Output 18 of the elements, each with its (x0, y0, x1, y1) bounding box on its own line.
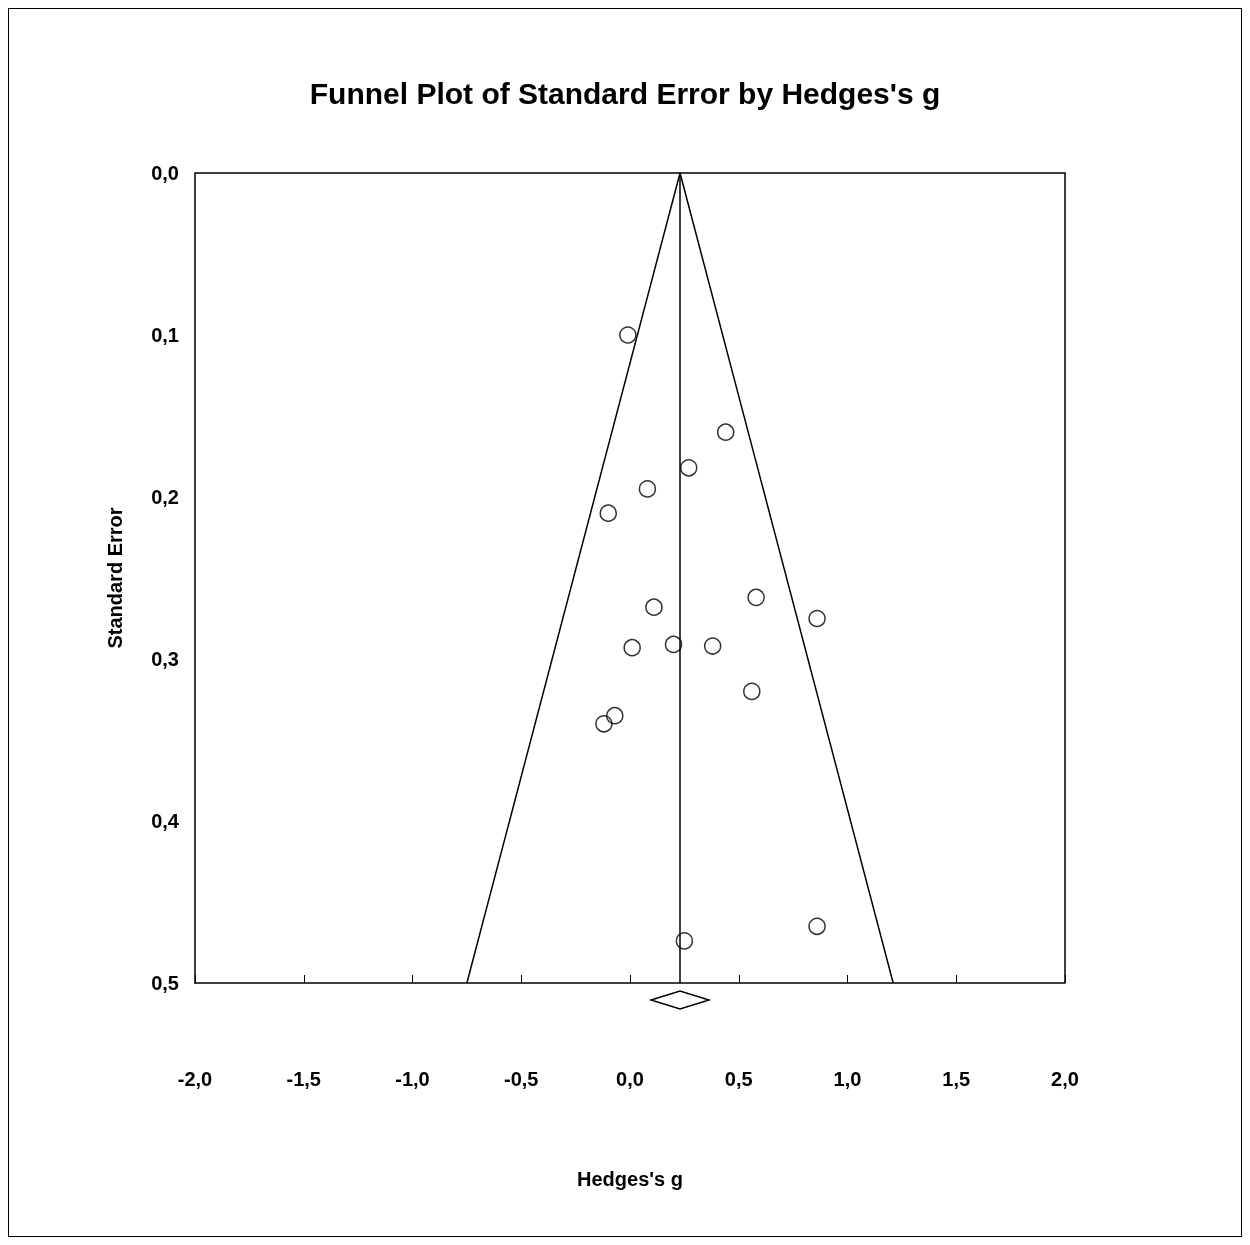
x-tick-label: 1,5 (942, 1068, 971, 1090)
x-tick-label: 1,0 (833, 1068, 862, 1090)
x-tick-label: 0,5 (724, 1068, 753, 1090)
x-tick-label: 2,0 (1051, 1068, 1079, 1090)
chart-title: Funnel Plot of Standard Error by Hedges's g (309, 76, 941, 110)
y-tick-label: 0,2 (151, 486, 179, 508)
y-tick-label: 0,4 (151, 810, 180, 832)
x-tick-label: 0,0 (616, 1068, 644, 1090)
y-tick-label: 0,5 (151, 972, 179, 994)
x-tick-label: -1,0 (395, 1068, 430, 1090)
x-tick-label: -0,5 (504, 1068, 539, 1090)
x-tick-label: -1,5 (286, 1068, 321, 1090)
y-tick-label: 0,3 (151, 648, 179, 670)
y-axis-title: Standard Error (104, 507, 126, 649)
y-tick-label: 0,0 (151, 162, 179, 184)
x-tick-label: -2,0 (177, 1068, 213, 1090)
x-axis-title: Hedges's g (577, 1168, 683, 1190)
y-tick-label: 0,1 (151, 324, 179, 346)
